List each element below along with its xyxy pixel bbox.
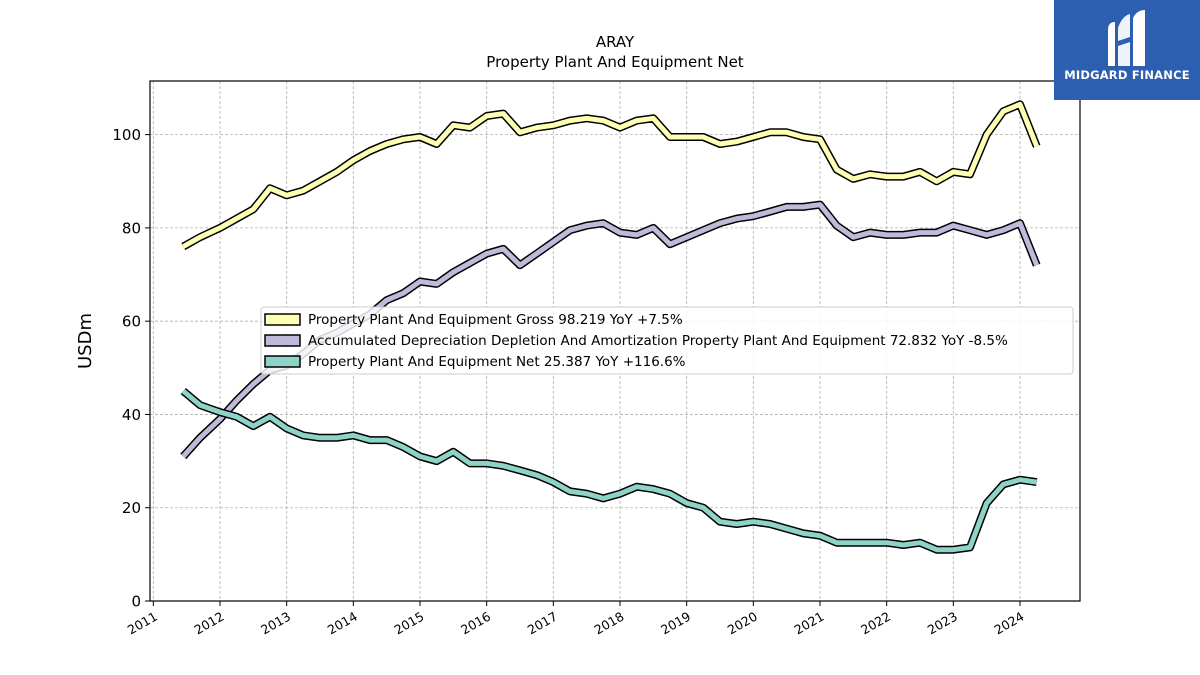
x-tick-label: 2012 xyxy=(191,609,226,638)
series-line xyxy=(181,389,1038,553)
legend-box xyxy=(260,306,1074,375)
y-axis-label: USDm xyxy=(75,313,96,369)
legend-label: Accumulated Depreciation Depletion And A… xyxy=(308,333,1008,349)
series-outline xyxy=(180,388,1038,554)
y-tick-label: 80 xyxy=(122,219,141,237)
x-tick-label: 2022 xyxy=(858,609,893,638)
y-tick-label: 0 xyxy=(131,593,141,611)
legend-swatch xyxy=(264,334,301,347)
x-tick-label: 2011 xyxy=(125,609,160,638)
x-tick-label: 2019 xyxy=(658,609,693,638)
plot-frame xyxy=(149,80,1081,602)
series-line xyxy=(182,101,1040,249)
x-tick-label: 2017 xyxy=(525,609,560,638)
legend-label: Property Plant And Equipment Gross 98.21… xyxy=(308,312,683,328)
y-tick-label: 100 xyxy=(112,126,141,144)
legend-swatch xyxy=(264,313,301,326)
brand-logo: MIDGARD FINANCE xyxy=(1054,0,1200,100)
x-tick-label: 2018 xyxy=(591,609,626,638)
y-tick-label: 40 xyxy=(122,406,141,424)
x-tick-label: 2021 xyxy=(791,609,826,638)
legend-label: Property Plant And Equipment Net 25.387 … xyxy=(308,354,686,370)
x-tick-label: 2014 xyxy=(325,609,360,638)
brand-name: MIDGARD FINANCE xyxy=(1064,68,1190,82)
x-tick-label: 2020 xyxy=(725,609,760,638)
x-tick-label: 2024 xyxy=(991,609,1026,638)
midgard-logo-icon xyxy=(1108,10,1145,66)
series-0 xyxy=(181,100,1041,251)
y-tick-label: 60 xyxy=(122,313,141,331)
legend-swatch xyxy=(264,355,301,368)
chart-title: ARAY xyxy=(596,33,635,51)
x-tick-label: 2013 xyxy=(258,609,293,638)
axes: 2011 2012 2013 2014 2015 2016 2017 2018 2019 2020… xyxy=(112,126,1026,637)
chart-subtitle: Property Plant And Equipment Net xyxy=(486,53,743,71)
series-2 xyxy=(180,388,1038,554)
legend: Property Plant And Equipment Gross 98.21… xyxy=(260,306,1074,375)
y-tick-label: 20 xyxy=(122,499,141,517)
x-tick-label: 2023 xyxy=(925,609,960,638)
x-tick-label: 2016 xyxy=(458,609,493,638)
x-tick-label: 2015 xyxy=(391,609,426,638)
